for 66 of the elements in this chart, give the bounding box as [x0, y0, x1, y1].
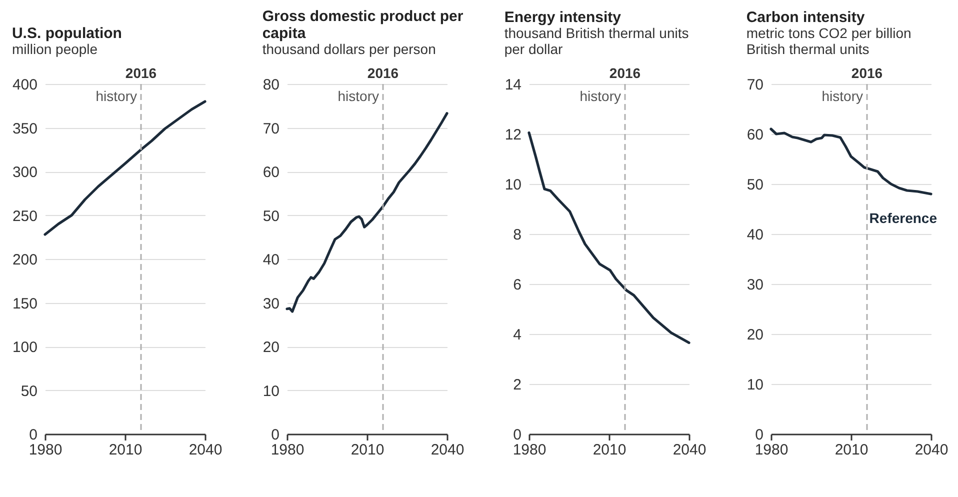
x-tick-label: 1980 — [754, 442, 788, 458]
y-tick-label: 60 — [262, 164, 280, 181]
y-tick-label: 70 — [746, 76, 764, 94]
y-tick-label: 250 — [12, 208, 38, 225]
x-tick-label: 1980 — [512, 442, 546, 458]
y-tick-label: 80 — [262, 76, 280, 94]
y-tick-label: 100 — [12, 339, 38, 356]
series-label: Reference — [869, 210, 938, 226]
y-tick-label: 6 — [513, 276, 522, 294]
y-tick-label: 50 — [20, 382, 38, 400]
y-tick-label: 50 — [746, 176, 764, 194]
chart-title: U.S. population — [12, 25, 122, 42]
chart-title: Gross domestic product per capita — [262, 8, 464, 42]
line-series — [286, 112, 448, 313]
y-tick-label: 40 — [262, 252, 280, 268]
annotation: history — [580, 88, 621, 104]
x-tick-label: 2010 — [834, 442, 868, 458]
ref-line-label: 2016 — [367, 65, 399, 81]
y-tick-label: 14 — [504, 76, 522, 94]
y-tick-label: 10 — [504, 176, 522, 194]
chart-subtitle: metric tons CO2 per billion British thermal units — [746, 25, 912, 57]
y-tick-label: 150 — [12, 295, 38, 312]
x-tick-label: 1980 — [270, 442, 304, 458]
y-tick-label: 40 — [746, 226, 764, 244]
y-tick-label: 30 — [262, 295, 280, 312]
y-tick-label: 0 — [755, 426, 764, 444]
x-tick-label: 2040 — [914, 442, 948, 458]
x-tick-label: 2010 — [592, 442, 626, 458]
annotation: history — [822, 88, 863, 104]
chart-title: Energy intensity — [504, 9, 622, 26]
annotation: history — [96, 88, 137, 104]
y-tick-label: 60 — [746, 126, 764, 144]
y-tick-label: 4 — [513, 326, 522, 344]
y-tick-label: 300 — [12, 164, 38, 181]
y-tick-label: 20 — [746, 326, 764, 344]
chart-subtitle: thousand British thermal units per dollar — [504, 25, 689, 57]
line-series — [770, 128, 932, 196]
chart-title: Carbon intensity — [746, 9, 866, 26]
line-series — [528, 131, 690, 344]
y-tick-label: 2 — [513, 376, 522, 394]
y-tick-label: 8 — [513, 226, 522, 244]
y-tick-label: 350 — [12, 120, 38, 138]
y-tick-label: 0 — [513, 426, 522, 444]
x-tick-label: 2040 — [430, 442, 464, 458]
ref-line-label: 2016 — [851, 65, 883, 81]
x-tick-label: 1980 — [28, 442, 62, 458]
ref-line-label: 2016 — [609, 65, 641, 81]
y-tick-label: 30 — [746, 276, 764, 294]
chart-subtitle: million people — [12, 41, 98, 57]
y-tick-label: 400 — [12, 76, 38, 94]
y-tick-label: 70 — [262, 120, 280, 138]
x-tick-label: 2040 — [188, 442, 222, 458]
y-tick-label: 0 — [29, 426, 38, 444]
chart-subtitle: thousand dollars per person — [262, 41, 436, 57]
y-tick-label: 20 — [262, 339, 280, 356]
y-tick-label: 10 — [746, 376, 764, 394]
y-tick-label: 12 — [504, 126, 522, 144]
y-tick-label: 10 — [262, 382, 280, 400]
x-tick-label: 2010 — [350, 442, 384, 458]
y-tick-label: 50 — [262, 208, 280, 225]
ref-line-label: 2016 — [125, 65, 157, 81]
annotation: history — [338, 88, 379, 104]
x-tick-label: 2040 — [672, 442, 706, 458]
y-tick-label: 200 — [12, 252, 38, 268]
y-tick-label: 0 — [271, 426, 280, 444]
x-tick-label: 2010 — [108, 442, 142, 458]
